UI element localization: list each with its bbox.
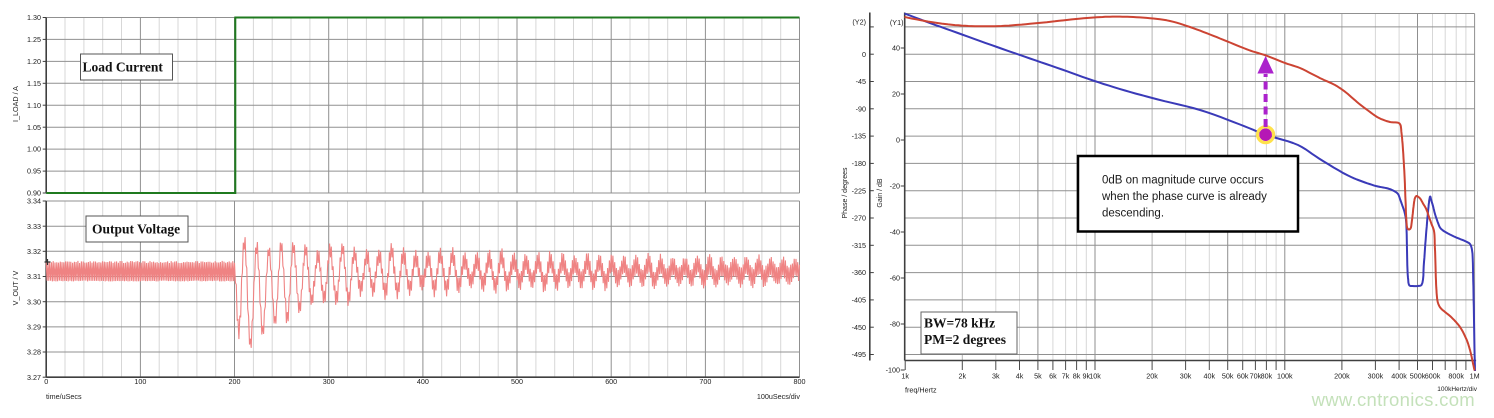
svg-text:3.34: 3.34 xyxy=(27,197,41,206)
svg-text:0.95: 0.95 xyxy=(27,167,41,176)
svg-text:when the phase curve is alread: when the phase curve is already xyxy=(1101,191,1267,203)
svg-text:I_LOAD / A: I_LOAD / A xyxy=(11,86,20,122)
svg-text:0: 0 xyxy=(896,136,900,145)
svg-text:3.29: 3.29 xyxy=(27,323,41,332)
svg-text:BW=78 kHz: BW=78 kHz xyxy=(924,316,995,331)
svg-text:-80: -80 xyxy=(890,320,900,329)
svg-text:3.28: 3.28 xyxy=(27,348,41,357)
svg-text:40: 40 xyxy=(892,44,900,53)
svg-text:20: 20 xyxy=(892,90,900,99)
svg-text:Phase / degrees: Phase / degrees xyxy=(842,167,849,218)
svg-text:400: 400 xyxy=(417,377,429,386)
svg-text:100kHertz/div: 100kHertz/div xyxy=(1437,386,1477,393)
svg-text:100: 100 xyxy=(134,377,146,386)
svg-text:-45: -45 xyxy=(856,77,866,86)
svg-text:www.cntronics.com: www.cntronics.com xyxy=(1311,389,1475,410)
svg-text:Output Voltage: Output Voltage xyxy=(92,221,180,236)
svg-text:0.90: 0.90 xyxy=(27,189,41,198)
svg-text:time/uSecs: time/uSecs xyxy=(46,392,82,401)
svg-text:400k: 400k xyxy=(1391,371,1407,380)
svg-text:3.33: 3.33 xyxy=(27,222,41,231)
svg-text:200k: 200k xyxy=(1334,371,1350,380)
svg-text:-90: -90 xyxy=(856,104,866,113)
svg-text:freq/Hertz: freq/Hertz xyxy=(905,386,937,395)
svg-text:1M: 1M xyxy=(1470,371,1480,380)
svg-text:6k: 6k xyxy=(1049,371,1057,380)
svg-text:60k: 60k xyxy=(1237,371,1249,380)
svg-text:Load Current: Load Current xyxy=(83,59,164,74)
svg-text:1.00: 1.00 xyxy=(27,145,41,154)
svg-text:-315: -315 xyxy=(852,241,866,250)
svg-text:-60: -60 xyxy=(890,274,900,283)
svg-text:(Y2): (Y2) xyxy=(852,18,866,27)
svg-text:PM=2 degrees: PM=2 degrees xyxy=(924,332,1006,347)
svg-text:800k: 800k xyxy=(1448,371,1464,380)
svg-text:30k: 30k xyxy=(1180,371,1192,380)
svg-text:500: 500 xyxy=(511,377,523,386)
svg-text:1.30: 1.30 xyxy=(27,13,41,22)
svg-text:10k: 10k xyxy=(1089,371,1101,380)
svg-text:(Y1): (Y1) xyxy=(890,18,904,27)
svg-text:-180: -180 xyxy=(852,159,866,168)
svg-text:0: 0 xyxy=(44,377,48,386)
svg-text:300: 300 xyxy=(323,377,335,386)
svg-text:1.05: 1.05 xyxy=(27,123,41,132)
svg-text:5k: 5k xyxy=(1034,371,1042,380)
svg-text:70k: 70k xyxy=(1250,371,1262,380)
svg-text:0: 0 xyxy=(862,50,866,59)
svg-text:7k: 7k xyxy=(1062,371,1070,380)
svg-text:3.32: 3.32 xyxy=(27,247,41,256)
svg-text:Gain / dB: Gain / dB xyxy=(877,178,884,208)
svg-text:8k: 8k xyxy=(1073,371,1081,380)
svg-text:-450: -450 xyxy=(852,323,866,332)
svg-text:9k: 9k xyxy=(1083,371,1091,380)
svg-text:100uSecs/div: 100uSecs/div xyxy=(757,392,801,401)
svg-text:1.15: 1.15 xyxy=(27,79,41,88)
svg-text:-495: -495 xyxy=(852,350,866,359)
svg-text:1k: 1k xyxy=(901,371,909,380)
svg-text:2k: 2k xyxy=(959,371,967,380)
svg-text:3.31: 3.31 xyxy=(27,272,41,281)
svg-text:700: 700 xyxy=(699,377,711,386)
svg-text:3.27: 3.27 xyxy=(27,373,41,382)
svg-text:-40: -40 xyxy=(890,228,900,237)
svg-text:80k: 80k xyxy=(1261,371,1273,380)
svg-text:300k: 300k xyxy=(1368,371,1384,380)
svg-text:600k: 600k xyxy=(1425,371,1441,380)
svg-text:4k: 4k xyxy=(1016,371,1024,380)
svg-text:1.20: 1.20 xyxy=(27,57,41,66)
svg-text:600: 600 xyxy=(605,377,617,386)
svg-text:-20: -20 xyxy=(890,182,900,191)
svg-text:3k: 3k xyxy=(992,371,1000,380)
svg-text:-135: -135 xyxy=(852,132,866,141)
svg-text:-100: -100 xyxy=(886,366,900,375)
svg-text:-405: -405 xyxy=(852,296,866,305)
svg-text:3.30: 3.30 xyxy=(27,297,41,306)
svg-text:800: 800 xyxy=(794,377,806,386)
svg-text:1.10: 1.10 xyxy=(27,101,41,110)
svg-text:500k: 500k xyxy=(1410,371,1426,380)
svg-text:20k: 20k xyxy=(1146,371,1158,380)
svg-text:-360: -360 xyxy=(852,268,866,277)
svg-text:0dB on magnitude curve occurs: 0dB on magnitude curve occurs xyxy=(1102,175,1264,187)
svg-text:40k: 40k xyxy=(1204,371,1216,380)
svg-text:V_OUT / V: V_OUT / V xyxy=(11,270,20,305)
svg-text:descending.: descending. xyxy=(1102,207,1164,219)
svg-text:50k: 50k xyxy=(1222,371,1234,380)
svg-text:100k: 100k xyxy=(1277,371,1293,380)
svg-text:1.25: 1.25 xyxy=(27,35,41,44)
svg-text:-225: -225 xyxy=(852,186,866,195)
svg-text:200: 200 xyxy=(229,377,241,386)
svg-text:-270: -270 xyxy=(852,214,866,223)
